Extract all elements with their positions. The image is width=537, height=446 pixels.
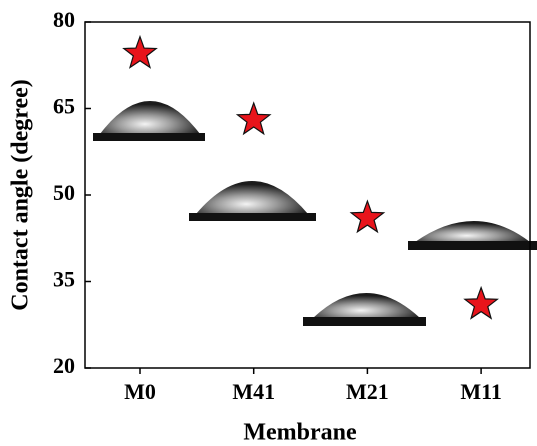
droplet-base	[189, 213, 316, 221]
droplet	[313, 293, 420, 318]
y-tick-label: 50	[53, 180, 75, 205]
y-tick-label: 80	[53, 7, 75, 32]
chart: Membrane Contact angle (degree) 20 35 50 65…	[0, 0, 537, 446]
star-marker	[465, 288, 497, 319]
plot-frame	[85, 22, 530, 368]
y-tick-label: 35	[53, 267, 75, 292]
droplet-base	[303, 317, 426, 326]
droplet	[100, 101, 200, 134]
y-tick-label: 65	[53, 94, 75, 119]
star-marker	[124, 37, 156, 68]
star-marker	[238, 103, 270, 134]
droplet-base	[93, 133, 205, 141]
droplet	[196, 181, 308, 214]
x-tick-label: M11	[460, 379, 502, 404]
star-marker	[351, 201, 383, 232]
droplet	[415, 221, 530, 242]
y-axis-label: Contact angle (degree)	[8, 79, 34, 311]
x-axis-label: Membrane	[243, 420, 357, 446]
x-tick-label: M21	[346, 379, 389, 404]
y-tick-label: 20	[53, 353, 75, 378]
droplet-images	[93, 101, 537, 326]
x-tick-label: M41	[232, 379, 275, 404]
droplet-base	[408, 241, 537, 250]
x-tick-label: M0	[124, 379, 156, 404]
